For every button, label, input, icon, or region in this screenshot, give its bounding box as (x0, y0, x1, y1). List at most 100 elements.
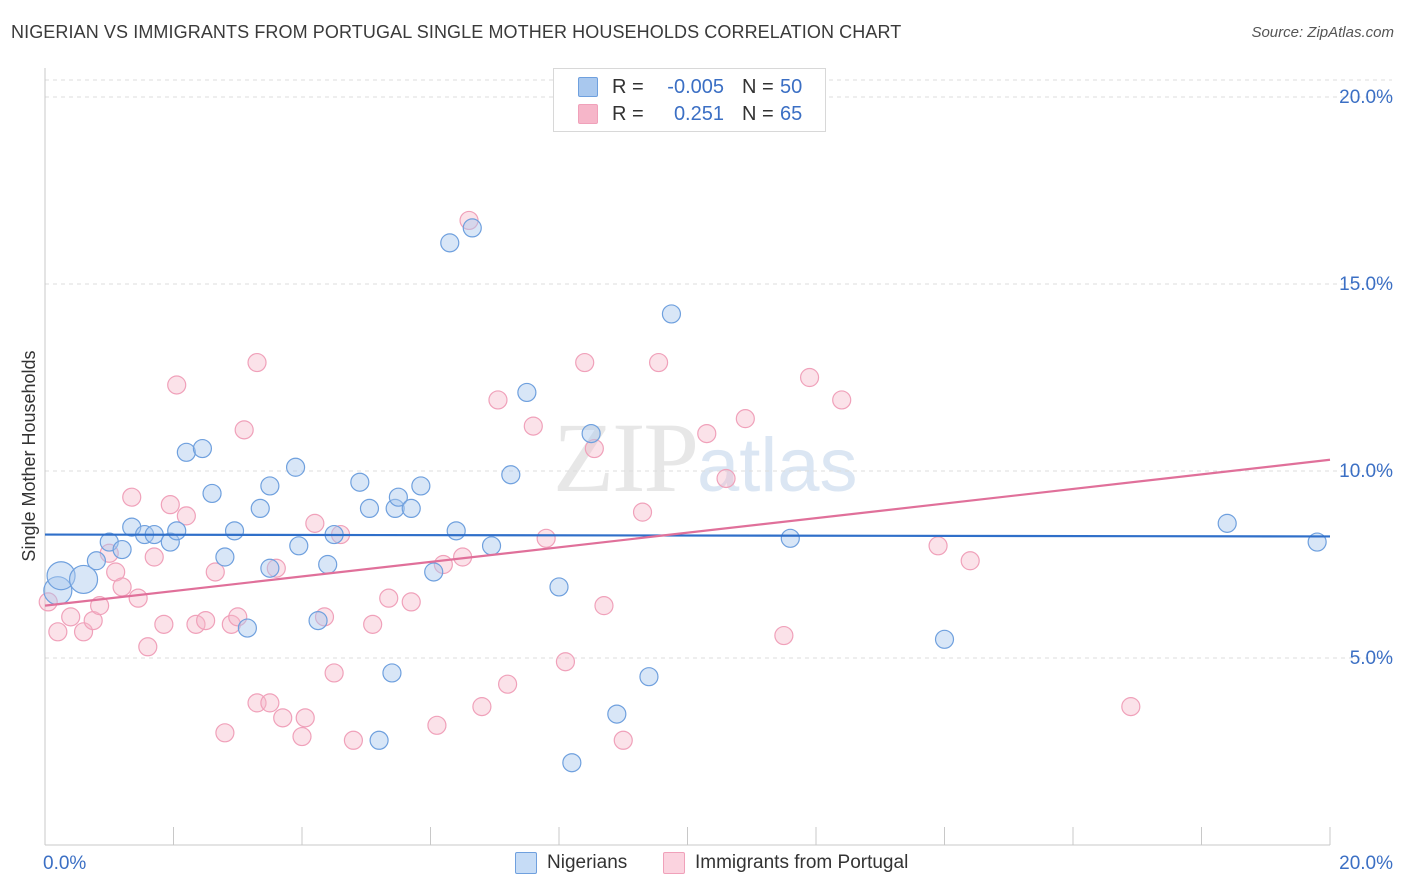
n-label: N = (742, 75, 774, 98)
nigerians-point (562, 753, 582, 773)
watermark-atlas: atlas (697, 423, 858, 508)
portugal-point (401, 592, 421, 612)
nigerians-point (934, 629, 955, 649)
portugal-point (472, 697, 492, 717)
nigerians-point (607, 704, 627, 724)
legend-swatch-portugal (578, 104, 598, 124)
portugal-point (632, 502, 653, 522)
series-legend: Nigerians Immigrants from Portugal (0, 852, 1406, 878)
nigerians-point (1307, 532, 1327, 552)
watermark-zip: ZIP (553, 402, 699, 513)
y-tick-label: 20.0% (1339, 87, 1393, 108)
portugal-point (48, 622, 68, 642)
nigerians-point (639, 667, 659, 687)
portugal-point (260, 693, 280, 713)
portugal-point (613, 730, 633, 750)
y-axis-label: Single Mother Households (19, 350, 39, 561)
portugal-point (167, 375, 187, 395)
nigerians-point (318, 554, 338, 575)
x-tick-label: 0.0% (43, 853, 86, 874)
portugal-point (234, 420, 254, 440)
portugal-point (122, 487, 142, 507)
legend-swatch-nigerians (515, 852, 537, 874)
nigerians-point (308, 610, 328, 631)
nigerians-point (260, 558, 280, 578)
watermark: ZIPatlas (553, 400, 858, 515)
nigerians-point (350, 472, 370, 492)
nigerians-point (581, 424, 601, 444)
portugal-point (799, 367, 820, 388)
nigerians-point (160, 532, 180, 552)
portugal-point (427, 715, 447, 735)
n-label: N = (742, 102, 774, 125)
legend-label-portugal: Immigrants from Portugal (695, 852, 909, 873)
chart-title: NIGERIAN VS IMMIGRANTS FROM PORTUGAL SIN… (11, 22, 902, 42)
portugal-point (112, 577, 132, 597)
r-value: -0.005 (667, 75, 724, 98)
portugal-point (575, 352, 595, 373)
portugal-point (343, 730, 363, 750)
portugal-point (648, 352, 669, 373)
portugal-point (594, 596, 614, 616)
y-tick-label: 5.0% (1350, 648, 1393, 669)
portugal-point (221, 614, 241, 634)
portugal-point (295, 708, 315, 728)
portugal-point (215, 723, 235, 743)
legend-item-portugal[interactable]: Immigrants from Portugal (663, 852, 908, 874)
legend-label-nigerians: Nigerians (547, 852, 628, 873)
n-value: 65 (780, 102, 803, 125)
portugal-point (379, 588, 399, 608)
portugal-point (774, 625, 794, 646)
nigerians-point (369, 730, 389, 750)
nigerians-point (661, 304, 682, 324)
nigerians-point (250, 498, 270, 518)
portugal-point (273, 708, 293, 728)
portugal-point (584, 438, 604, 459)
portugal-point (176, 506, 196, 526)
nigerians-point (237, 618, 257, 638)
nigerians-point (112, 539, 132, 560)
portugal-point (697, 424, 717, 444)
portugal-trend-line (44, 458, 1331, 607)
nigerians-point (501, 465, 521, 485)
portugal-point (498, 674, 518, 694)
nigerians-point (481, 536, 502, 556)
portugal-point (205, 562, 225, 582)
nigerians-point (167, 521, 187, 541)
portugal-point (735, 409, 755, 429)
nigerians-point (46, 561, 76, 591)
portugal-point (363, 614, 383, 634)
nigerians-point (176, 442, 196, 462)
nigerians-point (440, 233, 460, 253)
nigerians-point (285, 457, 306, 477)
portugal-point (960, 551, 980, 571)
stats-legend: R = -0.005 N = 50 R = 0.251 N = 65 (553, 68, 826, 132)
portugal-point (305, 513, 325, 533)
portugal-point (324, 663, 344, 683)
portugal-point (716, 468, 736, 489)
r-value: 0.251 (673, 102, 724, 125)
portugal-point (38, 592, 58, 612)
nigerians-trend-line (44, 533, 1331, 538)
legend-row-portugal: R = 0.251 N = 65 (578, 101, 802, 127)
portugal-point (536, 528, 556, 548)
r-label: R = (612, 102, 644, 125)
nigerians-point (68, 564, 99, 595)
nigerians-point (388, 487, 408, 507)
legend-row-nigerians: R = -0.005 N = 50 (578, 74, 802, 100)
portugal-point (928, 536, 948, 556)
nigerians-point (446, 521, 466, 541)
nigerians-point (401, 498, 421, 518)
portugal-point (832, 390, 852, 410)
nigerians-point (86, 551, 107, 571)
portugal-point (292, 726, 312, 747)
nigerians-point (549, 577, 569, 597)
nigerians-point (780, 528, 800, 548)
nigerians-point (215, 547, 235, 567)
nigerians-point (224, 521, 245, 541)
n-value: 50 (780, 75, 803, 98)
x-tick-label: 20.0% (1339, 853, 1393, 874)
legend-item-nigerians[interactable]: Nigerians (515, 852, 627, 874)
nigerians-point (192, 438, 213, 459)
source-label: Source: ZipAtlas.com (1251, 24, 1394, 41)
